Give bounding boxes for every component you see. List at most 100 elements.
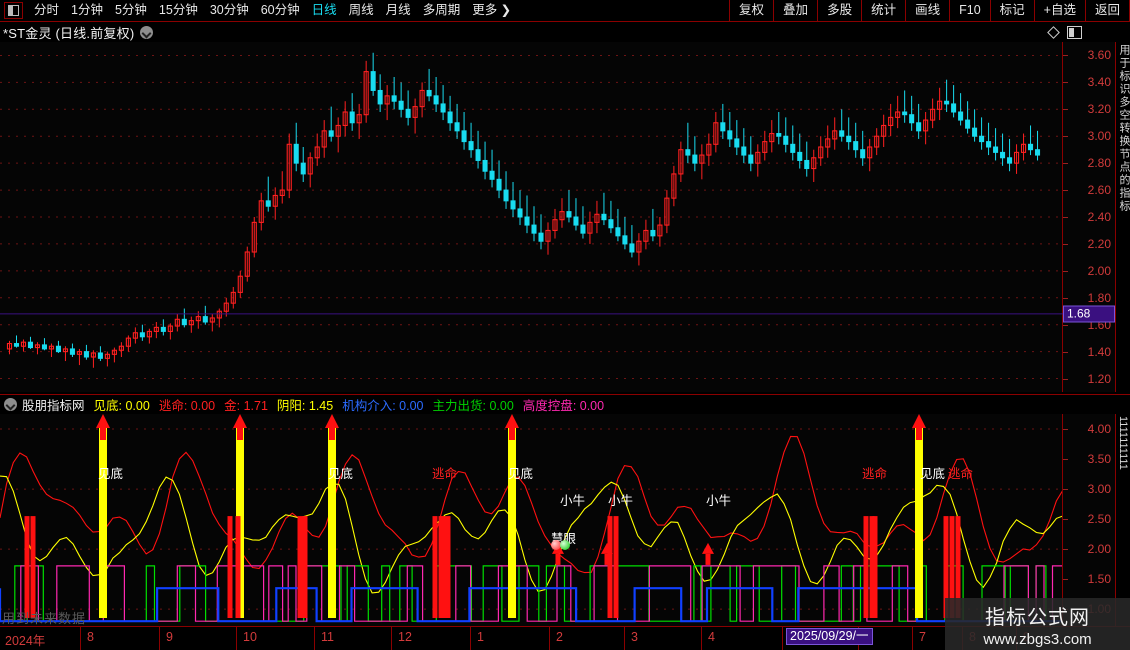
price-axis-label: 3.60: [1087, 48, 1111, 63]
adjust-button[interactable]: 复权: [729, 0, 773, 21]
price-axis-label: 2.40: [1087, 210, 1111, 224]
axis-tick: [1063, 579, 1068, 581]
chart-annotation: 见底: [508, 467, 534, 481]
price-axis-label: 2.00: [1087, 263, 1111, 278]
axis-tick: [1063, 270, 1068, 272]
price-chart[interactable]: [0, 42, 1063, 392]
huiyan-dots: [551, 540, 571, 551]
panel-icon[interactable]: [1067, 25, 1082, 39]
date-separator: [549, 627, 550, 650]
chart-annotation: 小牛: [706, 494, 732, 508]
date-label: 12: [398, 630, 412, 644]
indicator-side-text: 1111111111: [1117, 416, 1129, 470]
axis-tick: [1063, 82, 1068, 84]
axis-tick: [1063, 190, 1068, 192]
overlay-button[interactable]: 叠加: [773, 0, 817, 21]
f10-button[interactable]: F10: [949, 0, 990, 21]
chart-annotation: 逃命: [432, 467, 458, 481]
price-axis-label: 1.40: [1087, 344, 1111, 359]
date-separator: [912, 627, 913, 650]
period-tab-4[interactable]: 30分钟: [209, 3, 249, 18]
date-label: 3: [631, 630, 638, 644]
indicator-title: 股朋指标网: [22, 399, 85, 413]
chart-annotation: 见底: [920, 467, 946, 481]
period-tab-1[interactable]: 1分钟: [71, 3, 103, 18]
drawline-button[interactable]: 画线: [905, 0, 949, 21]
chevron-down-circle-icon[interactable]: [140, 25, 154, 39]
date-separator: [624, 627, 625, 650]
period-tab-0[interactable]: 分时: [34, 3, 60, 18]
axis-tick: [1063, 324, 1068, 326]
indicator-axis-label: 4.00: [1087, 422, 1111, 436]
indicator-item-1: 逃命: 0.00: [158, 399, 216, 413]
date-separator: [159, 627, 160, 650]
axis-tick: [1063, 549, 1068, 551]
date-separator: [782, 627, 783, 650]
price-side-text: 用于标识多空转换节点的指标: [1118, 44, 1130, 213]
indicator-side-strip: 1111111111: [1115, 414, 1130, 626]
chevron-down-circle-icon[interactable]: [4, 398, 17, 411]
diamond-icon[interactable]: [1047, 25, 1060, 39]
chart-annotation: 见底: [98, 467, 124, 481]
panel-icon[interactable]: [4, 2, 23, 19]
indicator-axis-label: 1.50: [1087, 572, 1111, 587]
indicator-axis-label: 3.00: [1087, 482, 1111, 497]
indicator-canvas: [0, 414, 1062, 623]
period-tab-5[interactable]: 60分钟: [260, 3, 300, 18]
chart-annotation: 逃命: [862, 467, 888, 481]
price-axis-label: 1.80: [1087, 290, 1111, 305]
date-separator: [701, 627, 702, 650]
chart-tool-icons: [1047, 25, 1130, 39]
date-label: 1: [477, 630, 484, 644]
back-button[interactable]: 返回: [1084, 0, 1130, 21]
indicator-axis-label: 2.50: [1087, 512, 1111, 527]
price-axis-label: 3.00: [1087, 129, 1111, 144]
toolbar-actions: 复权 叠加 多股 统计 画线 F10 标记 +自选 返回: [729, 0, 1130, 21]
axis-tick: [1063, 297, 1068, 299]
site-watermark: 指标公式网 www.zbgs3.com: [945, 598, 1130, 650]
period-tab-7[interactable]: 周线: [348, 3, 374, 18]
price-axis-label: 3.40: [1087, 75, 1111, 90]
period-tab-9[interactable]: 多周期: [422, 3, 461, 18]
indicator-item-6: 高度控盘: 0.00: [522, 399, 605, 413]
date-separator: [314, 627, 315, 650]
indicator-header: 股朋指标网 见底: 0.00 逃命: 0.00 金: 1.71 阴阳: 1.45…: [0, 394, 1130, 414]
chart-annotation: 见底: [328, 467, 354, 481]
statistics-button[interactable]: 统计: [861, 0, 905, 21]
indicator-axis: 4.003.503.002.502.001.501.00: [1063, 414, 1115, 626]
multistock-button[interactable]: 多股: [817, 0, 861, 21]
axis-tick: [1063, 351, 1068, 353]
date-separator: [470, 627, 471, 650]
axis-tick: [1063, 489, 1068, 491]
indicator-item-2: 金: 1.71: [224, 399, 268, 413]
period-tab-8[interactable]: 月线: [385, 3, 411, 18]
axis-tick: [1063, 243, 1068, 245]
axis-tick: [1063, 55, 1068, 57]
stock-name: *ST金灵 (日线.前复权): [3, 25, 135, 41]
price-axis-label: 2.60: [1087, 183, 1111, 198]
current-price-tag: 1.68: [1063, 305, 1115, 323]
date-label: 8: [87, 630, 94, 644]
date-label: 9: [166, 630, 173, 644]
axis-tick: [1063, 163, 1068, 165]
price-axis-label: 2.80: [1087, 156, 1111, 171]
date-axis: 2024年891011121234567892025/09/29/一: [0, 626, 1130, 650]
price-side-strip: 用于标识多空转换节点的指标: [1115, 42, 1130, 392]
indicator-item-5: 主力出货: 0.00: [432, 399, 514, 413]
date-label: 10: [243, 630, 257, 644]
period-tab-daily[interactable]: 日线: [311, 3, 337, 18]
date-label: 4: [708, 630, 715, 644]
period-tab-2[interactable]: 5分钟: [114, 3, 147, 18]
mark-button[interactable]: 标记: [989, 0, 1034, 21]
period-tabs: 分时 1分钟 5分钟 15分钟 30分钟 60分钟 日线 周线 月线 多周期 更…: [0, 0, 517, 21]
chart-annotation: 小牛: [560, 494, 586, 508]
more-button[interactable]: 更多 ❯: [472, 3, 512, 18]
indicator-chart[interactable]: 见底 见底 逃命 见底 小牛 小牛 小牛 慧眼 逃命 见底 逃命: [0, 414, 1063, 626]
period-tab-3[interactable]: 15分钟: [158, 3, 198, 18]
date-separator: [391, 627, 392, 650]
indicator-item-0: 见底: 0.00: [93, 399, 150, 413]
date-label: 2024年: [5, 634, 46, 648]
watermark-url: www.zbgs3.com: [983, 630, 1092, 648]
axis-tick: [1063, 459, 1068, 461]
add-favorite-button[interactable]: +自选: [1033, 0, 1085, 21]
